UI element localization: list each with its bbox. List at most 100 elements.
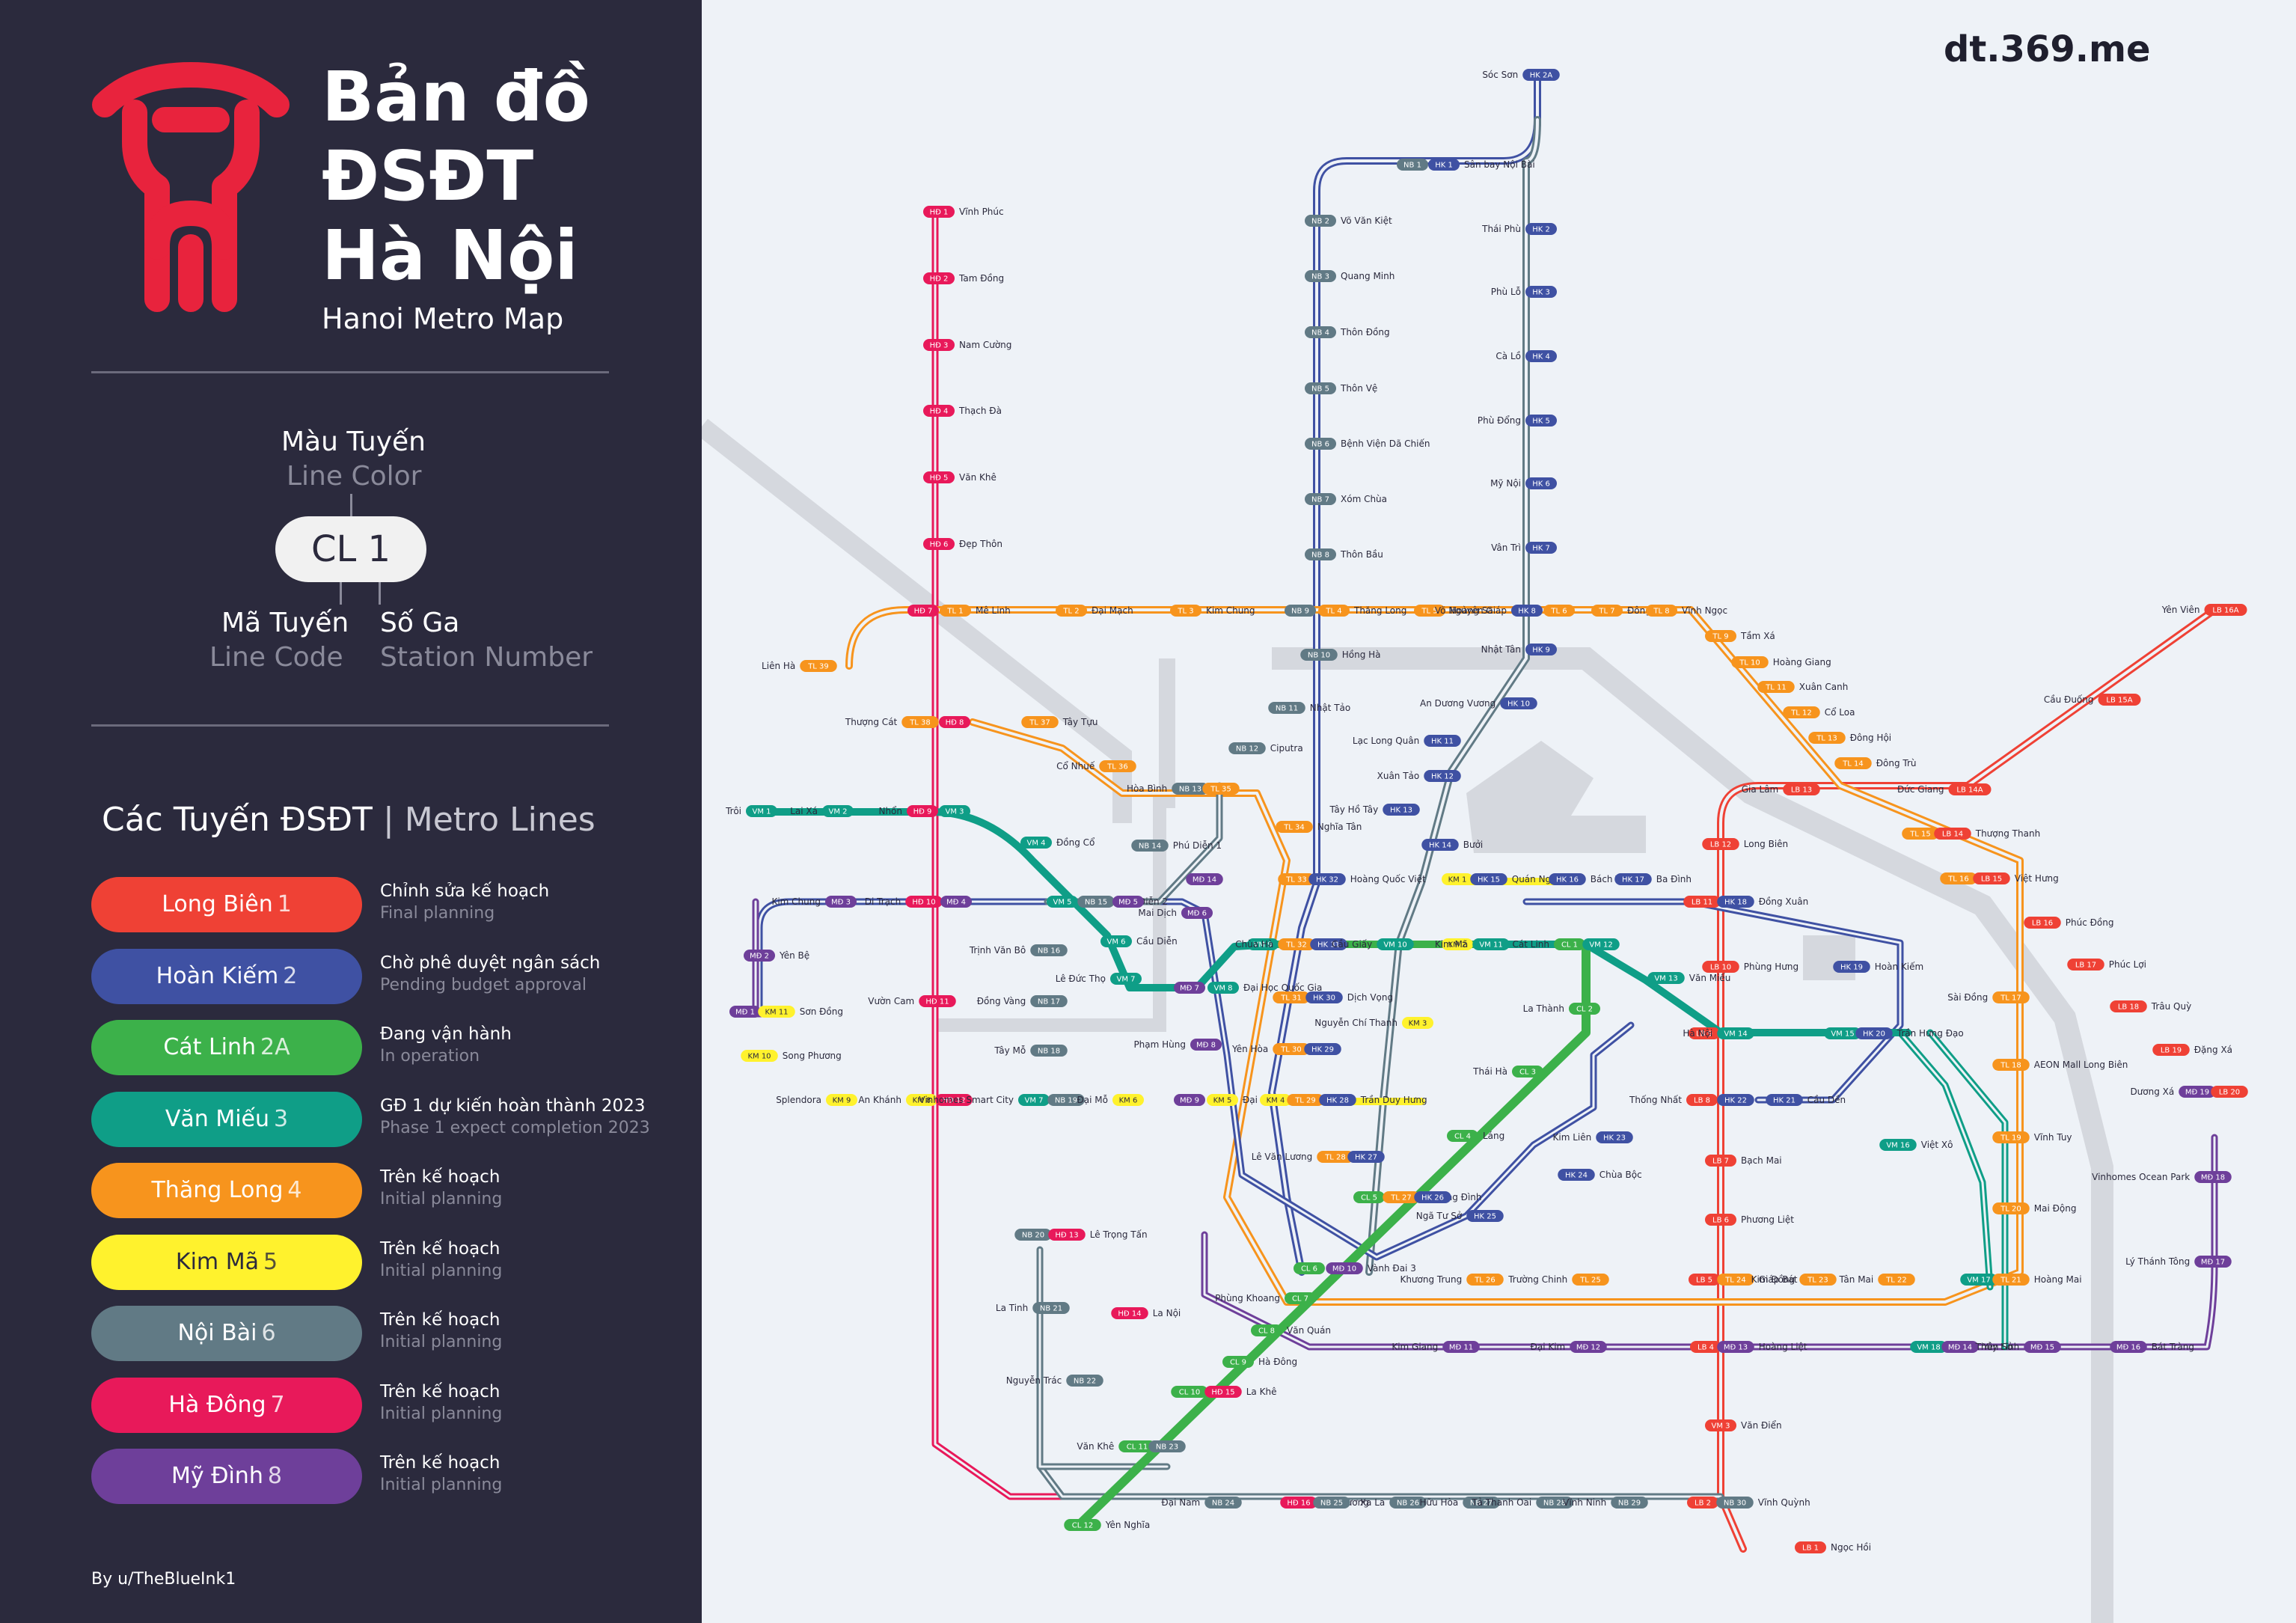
station[interactable]: NB 17 Đồng Vàng xyxy=(977,995,1068,1007)
station[interactable]: LB 13 Gia Lâm xyxy=(1742,783,1820,795)
line-pill[interactable]: Văn Miếu 3 xyxy=(91,1091,362,1147)
line-row[interactable]: Hoàn Kiếm 2 Chờ phê duyệt ngân sách Pending… xyxy=(91,948,630,1004)
station[interactable]: LB 17 Phúc Lợi xyxy=(2067,959,2146,971)
station[interactable]: HĐ 2 Tam Đồng xyxy=(923,272,1004,284)
station[interactable]: TL 19 Vĩnh Tuy xyxy=(1992,1131,2072,1143)
station[interactable]: KM 3 Nguyễn Chí Thanh xyxy=(1314,1017,1433,1029)
station[interactable]: TL 1 Mê Linh xyxy=(940,605,1011,617)
station[interactable]: NB 13 Hòa Bình xyxy=(1127,783,1209,795)
station[interactable]: KM 10 Song Phương xyxy=(741,1050,842,1062)
station[interactable]: LB 16 Phúc Đồng xyxy=(2024,917,2113,929)
station[interactable]: VM 5 xyxy=(1047,896,1078,908)
station[interactable]: NB 30 Vĩnh Quỳnh xyxy=(1716,1497,1810,1509)
station[interactable]: HK 20 Trần Hưng Đạo xyxy=(1855,1027,1964,1039)
station[interactable]: VM 18 xyxy=(1910,1341,1947,1353)
station[interactable]: VM 8 Đại Học Quốc Gia xyxy=(1207,982,1322,994)
station[interactable]: MĐ 11 Kim Giang xyxy=(1392,1341,1480,1353)
station[interactable]: TL 4 Thăng Long xyxy=(1318,605,1406,617)
station[interactable]: HĐ 9 Nhổn xyxy=(878,805,938,817)
station[interactable]: MĐ 14 Yên Sở xyxy=(1941,1341,2013,1353)
station[interactable]: HK 15 Quán Ngựa xyxy=(1470,873,1562,885)
station[interactable]: MĐ 7 xyxy=(1174,982,1205,994)
station[interactable]: TL 15 xyxy=(1902,828,1939,840)
station[interactable]: MĐ 12 Đại Kim xyxy=(1531,1341,1607,1353)
station[interactable]: TL 8 Vĩnh Ngọc xyxy=(1646,605,1727,617)
station[interactable]: VM 11 Kim Mã xyxy=(1435,938,1510,950)
station[interactable]: NB 21 La Tinh xyxy=(996,1302,1070,1314)
station[interactable]: HK 21 Cầu Dền xyxy=(1766,1094,1846,1106)
station[interactable]: HK 17 Ba Đình xyxy=(1614,873,1692,885)
station[interactable]: HK 14 Bưởi xyxy=(1421,839,1483,851)
station[interactable]: VM 16 Việt Xô xyxy=(1879,1139,1953,1151)
site-domain[interactable]: dt.369.me xyxy=(1944,28,2151,70)
line-row[interactable]: Long Biên 1 Chỉnh sửa kế hoạch Final planni… xyxy=(91,877,630,932)
station[interactable]: LB 14A Đức Giang xyxy=(1897,783,1992,795)
station[interactable]: VM 10 Cầu Giấy xyxy=(1332,938,1414,950)
station[interactable]: HK 4 Cà Lồ xyxy=(1496,350,1557,362)
station[interactable]: HK 10 An Dương Vương xyxy=(1420,697,1537,709)
station[interactable]: HĐ 7 xyxy=(907,605,939,617)
station[interactable]: HK 11 Lạc Long Quân xyxy=(1353,735,1461,747)
station[interactable]: MĐ 16 Bát Tràng xyxy=(2110,1341,2194,1353)
station[interactable]: TL 34 Nghĩa Tân xyxy=(1276,821,1362,833)
station[interactable]: HK 2 Thái Phù xyxy=(1481,223,1557,235)
station[interactable]: CL 10 xyxy=(1171,1386,1208,1398)
station[interactable]: TL 29 xyxy=(1287,1094,1324,1106)
station[interactable]: TL 31 xyxy=(1273,991,1310,1003)
station[interactable]: TL 23 Kim Đồng xyxy=(1751,1274,1837,1286)
station[interactable]: NB 11 Nhật Tảo xyxy=(1268,702,1350,714)
station[interactable]: NB 5 Thôn Vệ xyxy=(1305,382,1377,394)
station[interactable]: MĐ 1 xyxy=(729,1006,761,1018)
station[interactable]: CL 6 xyxy=(1294,1262,1325,1274)
station[interactable]: LB 15A Cầu Đuống xyxy=(2044,694,2141,706)
station[interactable]: NB 14 Phú Diễn 1 xyxy=(1131,840,1222,852)
station[interactable]: CL 5 xyxy=(1353,1191,1385,1203)
station[interactable]: NB 8 Thôn Bầu xyxy=(1305,548,1383,560)
line-row[interactable]: Mỹ Đình 8 Trên kế hoạch Initial planning xyxy=(91,1449,630,1504)
line-pill[interactable]: Thăng Long 4 xyxy=(91,1163,362,1218)
station[interactable]: NB 2 Võ Văn Kiệt xyxy=(1305,215,1392,227)
station[interactable]: MĐ 8 Phạm Hùng xyxy=(1133,1039,1222,1051)
station[interactable]: MĐ 13 Hoàng Liệt xyxy=(1717,1341,1807,1353)
station[interactable]: HK 7 Vân Trì xyxy=(1491,542,1557,554)
station[interactable]: NB 9 xyxy=(1285,605,1316,617)
station[interactable]: NB 18 Tây Mỗ xyxy=(994,1045,1068,1057)
station[interactable]: VM 7 Vinhomes Smart City xyxy=(919,1094,1050,1106)
station[interactable]: TL 14 Đông Trù xyxy=(1834,757,1917,769)
station[interactable]: MĐ 9 xyxy=(1174,1094,1205,1106)
station[interactable]: TL 16 xyxy=(1940,872,1977,884)
station[interactable]: TL 26 Khương Trung xyxy=(1400,1274,1504,1286)
station[interactable]: NB 10 Hồng Hà xyxy=(1300,649,1381,661)
station[interactable]: TL 6 xyxy=(1543,605,1575,617)
station[interactable]: LB 10 Phùng Hưng xyxy=(1702,961,1798,973)
station[interactable]: CL 11 Văn Khê xyxy=(1077,1440,1156,1452)
station[interactable]: HK 28 Trần Duy Hưng xyxy=(1319,1094,1427,1106)
station[interactable]: TL 30 Yên Hòa xyxy=(1231,1043,1310,1055)
station[interactable]: KM 11 Sơn Đồng xyxy=(758,1006,843,1018)
station[interactable]: HK 8 Võ Nguyên Giáp xyxy=(1435,605,1543,617)
station[interactable]: TL 22 Tân Mai xyxy=(1839,1274,1915,1286)
station[interactable]: HK 18 Đồng Xuân xyxy=(1717,896,1808,908)
station[interactable]: TL 37 Tây Tựu xyxy=(1021,716,1098,728)
station[interactable]: MĐ 14 xyxy=(1186,873,1223,885)
station[interactable]: HĐ 14 La Nội xyxy=(1111,1307,1181,1319)
station[interactable]: MĐ 10 Vành Đai 3 xyxy=(1326,1262,1416,1274)
station[interactable]: NB 22 Nguyễn Trác xyxy=(1006,1375,1103,1387)
station[interactable]: NB 25 xyxy=(1313,1497,1350,1509)
station[interactable]: KM 8 An Khánh xyxy=(858,1094,937,1106)
station[interactable]: HK 29 xyxy=(1304,1043,1341,1055)
station[interactable]: KM 1 xyxy=(1442,873,1473,885)
station[interactable]: MĐ 18 Vinhomes Ocean Park xyxy=(2092,1171,2232,1183)
station[interactable]: VM 2 Lai Xá xyxy=(790,805,854,817)
station[interactable]: LB 20 xyxy=(2211,1086,2248,1098)
station[interactable]: HK 31 xyxy=(1310,938,1347,950)
station[interactable]: HĐ 4 Thạch Đà xyxy=(923,405,1002,417)
station[interactable]: LB 18 Trâu Quỳ xyxy=(2110,1000,2191,1012)
station[interactable]: NB 1 xyxy=(1397,159,1428,171)
station[interactable]: NB 12 Ciputra xyxy=(1228,742,1303,754)
station[interactable]: NB 29 Vĩnh Ninh xyxy=(1563,1497,1648,1509)
station[interactable]: MĐ 2 Yên Bệ xyxy=(744,950,809,962)
station[interactable]: NB 7 Xóm Chùa xyxy=(1305,493,1387,505)
station[interactable]: HK 12 Xuân Tảo xyxy=(1377,770,1461,782)
station[interactable]: VM 9 xyxy=(1247,938,1279,950)
